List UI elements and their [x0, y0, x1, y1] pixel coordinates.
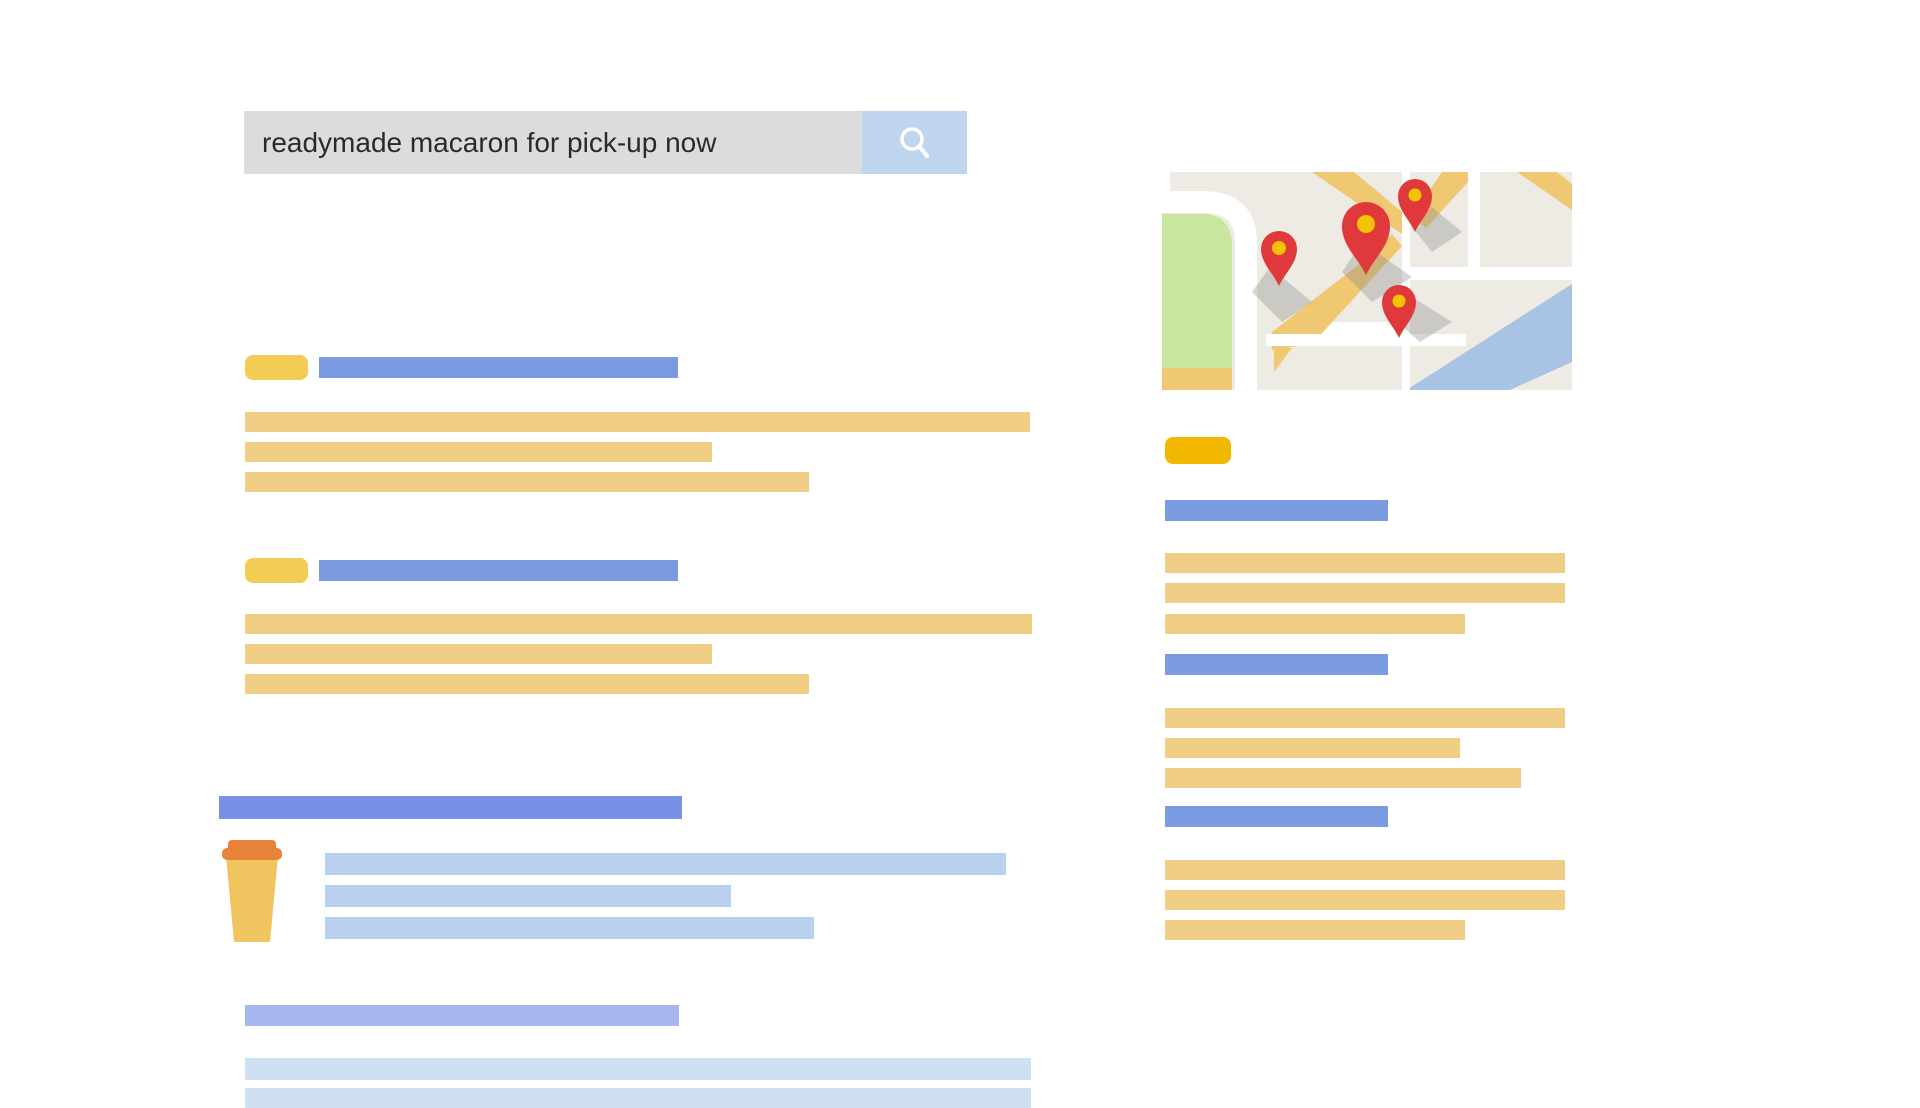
result-badge: [245, 558, 308, 583]
result-text-line: [245, 1058, 1031, 1080]
map-pin-icon[interactable]: [1259, 229, 1299, 287]
result-text-line: [245, 1088, 1031, 1108]
panel-text-line: [1165, 708, 1565, 728]
coffee-cup-icon: [222, 840, 282, 942]
panel-text-line: [1165, 614, 1465, 634]
snippet-line: [325, 853, 1006, 875]
result-title-link[interactable]: [319, 357, 678, 378]
map-pin-icon[interactable]: [1340, 200, 1392, 276]
panel-title-link[interactable]: [1165, 806, 1388, 827]
panel-text-line: [1165, 920, 1465, 940]
map-illustration: [1162, 172, 1572, 398]
result-text-line: [245, 674, 809, 694]
search-input[interactable]: readymade macaron for pick-up now: [244, 111, 862, 174]
result-title-link[interactable]: [245, 1005, 679, 1026]
panel-text-line: [1165, 768, 1521, 788]
panel-title-link[interactable]: [1165, 654, 1388, 675]
panel-badge: [1165, 437, 1231, 464]
search-icon: [899, 126, 929, 158]
search-query-text: readymade macaron for pick-up now: [262, 126, 717, 158]
result-title-link[interactable]: [319, 560, 678, 581]
panel-text-line: [1165, 860, 1565, 880]
result-text-line: [245, 412, 1030, 432]
result-badge: [245, 355, 308, 380]
map-pin-icon[interactable]: [1396, 177, 1434, 233]
panel-text-line: [1165, 583, 1565, 603]
result-text-line: [245, 472, 809, 492]
panel-text-line: [1165, 738, 1460, 758]
result-text-line: [245, 644, 712, 664]
panel-text-line: [1165, 553, 1565, 573]
panel-title-link[interactable]: [1165, 500, 1388, 521]
panel-text-line: [1165, 890, 1565, 910]
snippet-line: [325, 917, 814, 939]
result-text-line: [245, 614, 1032, 634]
snippet-line: [325, 885, 731, 907]
section-title-link[interactable]: [219, 796, 682, 819]
map-widget[interactable]: [1162, 172, 1572, 398]
result-text-line: [245, 442, 712, 462]
search-button[interactable]: [862, 111, 967, 174]
map-pin-icon[interactable]: [1380, 283, 1418, 339]
